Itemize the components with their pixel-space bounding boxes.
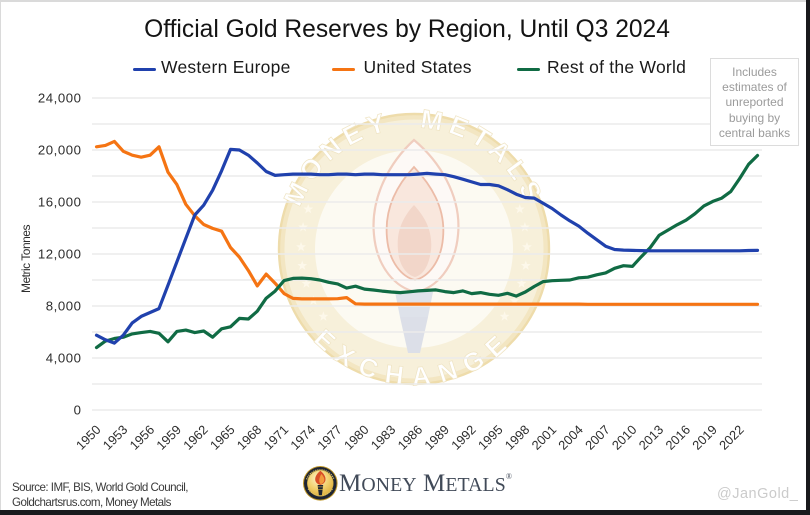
- svg-text:1956: 1956: [126, 422, 157, 453]
- svg-text:2001: 2001: [528, 422, 559, 453]
- svg-text:2010: 2010: [609, 422, 640, 453]
- svg-text:1986: 1986: [394, 422, 425, 453]
- svg-text:0: 0: [74, 402, 82, 417]
- svg-text:8,000: 8,000: [46, 298, 82, 313]
- svg-text:1992: 1992: [448, 422, 479, 453]
- svg-text:1962: 1962: [180, 422, 211, 453]
- svg-text:1971: 1971: [260, 422, 291, 453]
- svg-text:2004: 2004: [555, 422, 586, 453]
- svg-text:1953: 1953: [100, 422, 131, 453]
- svg-text:1989: 1989: [421, 422, 452, 453]
- svg-text:2007: 2007: [582, 422, 613, 453]
- svg-text:2019: 2019: [689, 422, 720, 453]
- svg-text:1980: 1980: [341, 422, 372, 453]
- svg-text:1995: 1995: [475, 422, 506, 453]
- svg-text:2016: 2016: [662, 422, 693, 453]
- svg-text:1998: 1998: [502, 422, 533, 453]
- svg-text:1950: 1950: [73, 422, 104, 453]
- svg-text:1974: 1974: [287, 422, 318, 453]
- svg-text:2022: 2022: [716, 422, 747, 453]
- svg-text:1983: 1983: [368, 422, 399, 453]
- svg-text:1965: 1965: [207, 422, 238, 453]
- svg-text:12,000: 12,000: [38, 246, 82, 261]
- svg-text:24,000: 24,000: [38, 90, 82, 105]
- svg-text:16,000: 16,000: [38, 194, 82, 209]
- svg-text:20,000: 20,000: [38, 142, 82, 157]
- svg-text:1977: 1977: [314, 422, 345, 453]
- svg-text:2013: 2013: [636, 422, 667, 453]
- svg-text:1959: 1959: [153, 422, 184, 453]
- svg-text:4,000: 4,000: [46, 350, 82, 365]
- svg-text:1968: 1968: [234, 422, 265, 453]
